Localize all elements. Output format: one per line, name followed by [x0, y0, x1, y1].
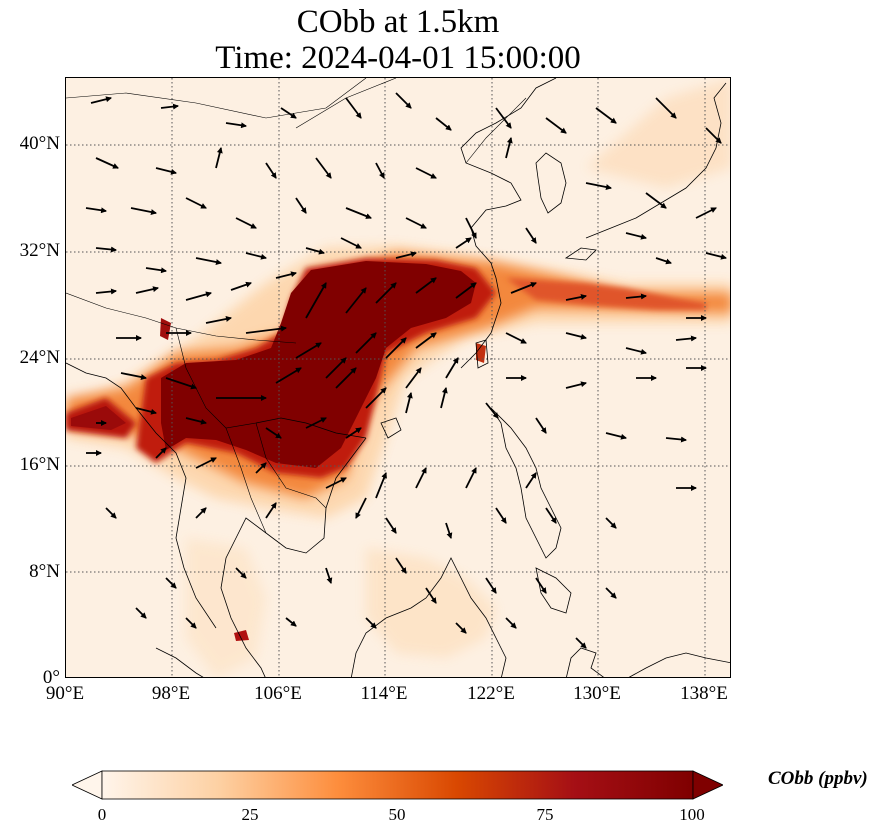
map-title: CObb at 1.5km [296, 4, 500, 40]
lat-tick-label: 0° [42, 667, 60, 688]
colorbar-tick-label: 75 [536, 805, 554, 824]
lon-tick-label: 130°E [573, 683, 621, 704]
lon-tick-label: 106°E [254, 683, 302, 704]
colorbar-tick-label: 50 [388, 805, 406, 824]
colorbar-min-extension [72, 770, 103, 800]
map-canvas [66, 78, 730, 677]
lon-tick-label: 114°E [360, 683, 408, 704]
lon-tick-label: 90°E [45, 683, 85, 704]
gridlines [66, 78, 730, 677]
colorbar-tick-label: 100 [679, 805, 705, 824]
colorbar-tick-label: 25 [241, 805, 259, 824]
lon-tick-label: 122°E [467, 683, 515, 704]
colorbar [72, 770, 723, 800]
cobb-field [66, 78, 730, 677]
colorbar-label: CObb (ppbv) [768, 768, 868, 789]
colorbar-max-extension [692, 770, 723, 800]
lon-tick-label: 138°E [680, 683, 728, 704]
lon-tick-label: 98°E [151, 683, 191, 704]
lat-tick-label: 24°N [19, 347, 60, 368]
lat-tick-label: 8°N [29, 561, 60, 582]
lat-tick-label: 32°N [19, 240, 60, 261]
wind-vectors [85, 92, 727, 649]
colorbar-tick-label: 0 [97, 805, 107, 824]
lat-tick-label: 16°N [19, 454, 60, 475]
map-time: Time: 2024-04-01 15:00:00 [215, 40, 581, 76]
coastlines [66, 78, 730, 677]
colorbar-gradient [101, 770, 694, 800]
lat-tick-label: 40°N [19, 133, 60, 154]
map-panel [65, 77, 731, 678]
